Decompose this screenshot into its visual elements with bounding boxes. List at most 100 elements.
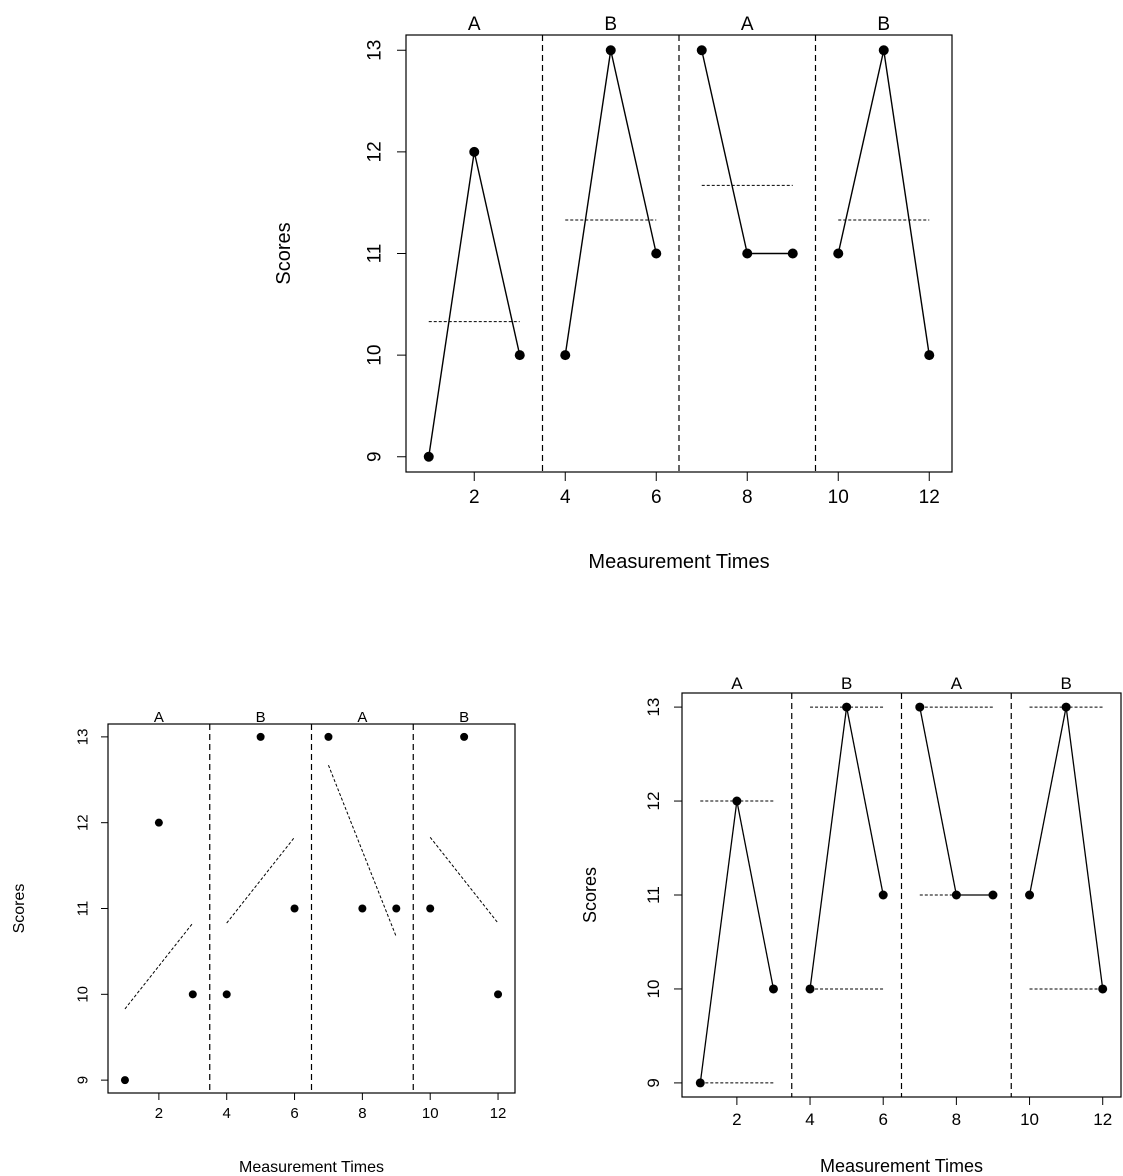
y-tick-label: 9 xyxy=(75,1076,92,1084)
data-point xyxy=(469,146,480,157)
x-tick-label: 10 xyxy=(1020,1110,1039,1129)
y-axis-label: Scores xyxy=(11,884,28,934)
reference-line xyxy=(124,922,194,1010)
data-point xyxy=(805,984,815,994)
phase-label: B xyxy=(877,14,890,35)
data-point xyxy=(1061,702,1071,712)
data-point xyxy=(951,890,961,900)
phase-label: B xyxy=(256,709,266,726)
x-tick-label: 12 xyxy=(490,1105,507,1122)
x-tick-label: 4 xyxy=(223,1105,231,1122)
data-point xyxy=(423,451,434,462)
x-tick-label: 4 xyxy=(560,487,571,508)
x-tick-label: 8 xyxy=(358,1105,366,1122)
data-point xyxy=(290,904,299,913)
phase-label: A xyxy=(731,674,743,693)
x-tick-label: 2 xyxy=(469,487,480,508)
data-point xyxy=(324,732,333,741)
y-tick-label: 12 xyxy=(365,141,386,162)
series-segment xyxy=(1028,706,1067,896)
phase-label: B xyxy=(604,14,617,35)
data-point xyxy=(188,990,197,999)
y-tick-label: 13 xyxy=(644,698,663,717)
series-segment xyxy=(845,706,884,896)
x-tick-label: 6 xyxy=(651,487,662,508)
data-point xyxy=(154,818,163,827)
data-point xyxy=(988,890,998,900)
data-point xyxy=(695,1078,705,1088)
data-point xyxy=(222,990,231,999)
x-tick-label: 8 xyxy=(952,1110,961,1129)
phase-label: B xyxy=(459,709,469,726)
y-tick-label: 13 xyxy=(365,40,386,61)
series-segment xyxy=(1065,707,1104,990)
phase-label: A xyxy=(741,14,754,35)
series-segment xyxy=(837,50,885,254)
data-point xyxy=(1098,984,1108,994)
phase-label: A xyxy=(154,709,164,726)
x-tick-label: 6 xyxy=(290,1105,298,1122)
y-tick-label: 10 xyxy=(365,345,386,366)
y-tick-label: 9 xyxy=(365,451,386,462)
series-segment xyxy=(610,50,657,254)
series-segment xyxy=(883,50,930,356)
x-tick-label: 8 xyxy=(742,487,753,508)
data-point xyxy=(915,702,925,712)
data-point xyxy=(256,732,265,741)
data-point xyxy=(878,890,888,900)
y-tick-label: 9 xyxy=(644,1078,663,1087)
y-tick-label: 10 xyxy=(75,986,92,1003)
data-point xyxy=(120,1076,129,1085)
data-point xyxy=(924,350,935,361)
y-tick-label: 11 xyxy=(75,901,92,917)
x-axis-label: Measurement Times xyxy=(239,1159,384,1176)
series-segment xyxy=(564,50,612,356)
y-tick-label: 12 xyxy=(644,792,663,811)
data-point xyxy=(426,904,435,913)
data-point xyxy=(460,732,469,741)
x-tick-label: 2 xyxy=(732,1110,741,1129)
x-tick-label: 10 xyxy=(828,487,849,508)
x-tick-label: 12 xyxy=(1093,1110,1112,1129)
data-point xyxy=(605,45,616,56)
phase-label: A xyxy=(951,674,963,693)
x-tick-label: 4 xyxy=(805,1110,814,1129)
data-point xyxy=(833,248,844,259)
reference-line xyxy=(226,836,295,924)
data-point xyxy=(560,350,571,361)
data-point xyxy=(1025,890,1035,900)
data-point xyxy=(742,248,753,259)
y-tick-label: 11 xyxy=(644,886,663,904)
series-segment xyxy=(701,50,748,254)
data-point xyxy=(732,796,742,806)
phase-label: A xyxy=(468,14,481,35)
series-segment xyxy=(809,707,848,990)
x-tick-label: 10 xyxy=(422,1105,439,1122)
data-point xyxy=(651,248,662,259)
phase-label: B xyxy=(841,674,852,693)
y-tick-label: 12 xyxy=(75,814,92,831)
series-segment xyxy=(473,151,521,356)
x-tick-label: 6 xyxy=(878,1110,887,1129)
y-tick-label: 13 xyxy=(75,729,92,746)
series-segment xyxy=(699,800,738,1083)
series-segment xyxy=(736,800,775,990)
phase-label: A xyxy=(357,709,367,726)
data-point xyxy=(392,904,401,913)
data-point xyxy=(842,702,852,712)
data-point xyxy=(494,990,503,999)
phase-label: B xyxy=(1060,674,1071,693)
data-point xyxy=(878,45,889,56)
mean-lines-chart: A B A B 2 4 6 8 10 12 9 10 11 12 13 Measurement Times Sc… xyxy=(273,14,953,573)
y-tick-label: 11 xyxy=(365,244,386,264)
y-tick-label: 10 xyxy=(644,979,663,998)
data-point xyxy=(768,984,778,994)
reference-line xyxy=(429,836,499,924)
x-tick-label: 12 xyxy=(919,487,940,508)
x-axis-label: Measurement Times xyxy=(588,551,769,573)
range-lines-chart: A B A B 2 4 6 8 10 12 9 10 11 12 13 Measurement Times Sc… xyxy=(580,674,1122,1176)
data-point xyxy=(514,350,525,361)
x-axis-label: Measurement Times xyxy=(820,1156,983,1176)
y-axis-label: Scores xyxy=(273,222,295,284)
